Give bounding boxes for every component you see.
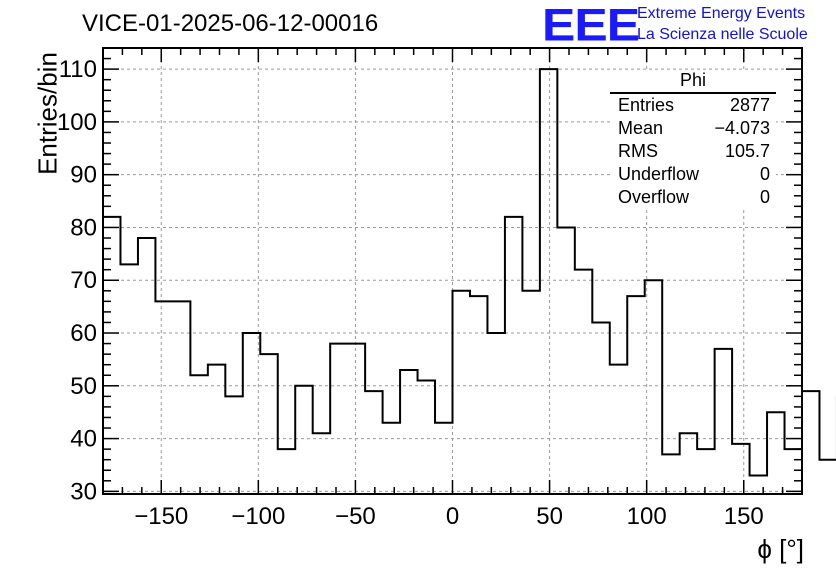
histogram-bin — [208, 365, 225, 494]
x-tick-label: 0 — [446, 503, 459, 530]
histogram-bin — [155, 301, 172, 494]
logo-line-1: Extreme Energy Events — [637, 5, 806, 22]
y-tick-label: 60 — [70, 320, 97, 347]
y-tick-label: 100 — [57, 109, 97, 136]
histogram-bin — [383, 423, 400, 494]
histogram-bin — [278, 449, 295, 494]
x-tick-label: 50 — [536, 503, 563, 530]
x-tick-label: 150 — [724, 503, 764, 530]
histogram-bin — [819, 460, 836, 494]
histogram-bin — [243, 333, 260, 494]
histogram-bin — [418, 381, 435, 494]
x-tick-label: 100 — [627, 503, 667, 530]
stats-label: Overflow — [618, 187, 690, 207]
stats-value: −4.073 — [714, 118, 770, 138]
y-tick-label: 40 — [70, 426, 97, 453]
histogram-outline — [103, 68, 836, 477]
stats-row-rms: RMS 105.7 — [610, 140, 776, 163]
histogram-bin — [662, 454, 679, 494]
histogram-bin — [680, 433, 697, 494]
histogram-bin — [610, 365, 627, 494]
histogram-bin — [470, 296, 487, 494]
stats-label: Entries — [618, 95, 675, 115]
y-tick-label: 30 — [70, 478, 97, 505]
y-tick-label: 80 — [70, 214, 97, 241]
histogram-bin — [365, 391, 382, 494]
stats-title: Phi — [610, 70, 776, 94]
stats-value: 0 — [759, 187, 770, 207]
histogram-bin — [802, 391, 819, 494]
histogram-bin — [627, 296, 644, 494]
y-axis-label: Entries/bin — [32, 52, 63, 175]
histogram-bin — [540, 69, 557, 494]
histogram-bin — [592, 322, 609, 494]
stats-value: 0 — [759, 164, 770, 184]
y-tick-label: 70 — [70, 267, 97, 294]
axis-tick-labels: −150 −100 −50 0 50 100 150 30 40 50 60 70 80 90 100 110 — [57, 56, 764, 530]
histogram-bin — [190, 375, 207, 494]
stats-label: RMS — [618, 141, 658, 161]
logo-line-2: La Scienza nelle Scuole — [637, 26, 808, 43]
histogram-bin — [697, 449, 714, 494]
y-tick-label: 50 — [70, 373, 97, 400]
stats-label: Mean — [618, 118, 664, 138]
histogram-bin — [785, 449, 802, 494]
x-tick-label: −150 — [134, 503, 188, 530]
histogram-bin — [313, 433, 330, 494]
histogram-bin — [522, 291, 539, 494]
y-tick-label: 110 — [59, 56, 97, 83]
chart-title: VICE-01-2025-06-12-00016 — [82, 10, 379, 37]
stats-row-mean: Mean −4.073 — [610, 117, 776, 140]
histogram-bin — [645, 280, 662, 494]
histogram-bin — [505, 217, 522, 494]
histogram-bin — [435, 423, 452, 494]
histogram-bin — [487, 333, 504, 494]
histogram-bin — [330, 344, 347, 494]
histogram-bin — [400, 370, 417, 494]
histogram-bin — [750, 476, 767, 494]
histogram-bin — [260, 354, 277, 494]
histogram-bin — [732, 444, 749, 494]
stats-row-entries: Entries 2877 — [610, 94, 776, 117]
axis-ticks — [102, 47, 803, 494]
histogram-bin — [557, 227, 574, 494]
histogram-series — [103, 68, 836, 494]
x-tick-label: −50 — [335, 503, 376, 530]
histogram-bin — [453, 291, 470, 494]
x-axis-label: ϕ [°] — [757, 534, 804, 564]
histogram-bin — [173, 301, 190, 494]
histogram-bin — [348, 344, 365, 494]
stats-row-underflow: Underflow 0 — [610, 163, 776, 186]
histogram-bin — [138, 238, 155, 494]
histogram-bin — [767, 412, 784, 494]
histogram-bin — [575, 270, 592, 494]
y-tick-label: 90 — [70, 162, 97, 189]
stats-value: 2877 — [729, 95, 770, 115]
stats-box: Phi Entries 2877 Mean −4.073 RMS 105.7 U… — [610, 70, 776, 209]
histogram-bin — [715, 349, 732, 494]
x-tick-label: −100 — [231, 503, 285, 530]
histogram-bin — [120, 264, 137, 494]
stats-row-overflow: Overflow 0 — [610, 186, 776, 209]
stats-label: Underflow — [618, 164, 700, 184]
eee-logo: EEE — [542, 0, 640, 51]
histogram-bin — [295, 386, 312, 494]
stats-value: 105.7 — [724, 141, 770, 161]
histogram-bin — [225, 396, 242, 494]
